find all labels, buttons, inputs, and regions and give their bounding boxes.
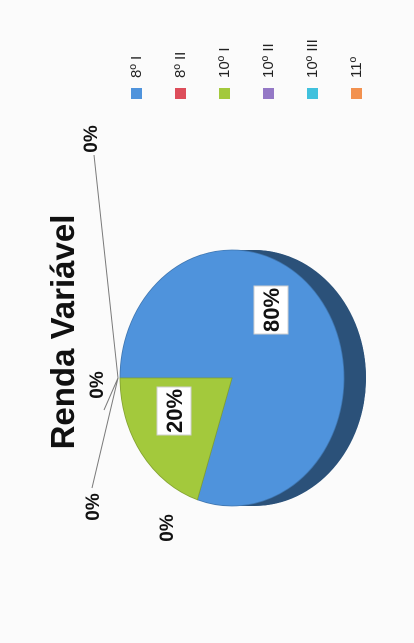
legend-item-10-iii: 10º III <box>304 39 321 99</box>
legend-item-10-ii: 10º II <box>260 43 277 99</box>
legend-swatch <box>131 88 142 99</box>
chart-title: Renda Variável <box>44 215 81 450</box>
legend-item-10-i: 10º I <box>216 48 233 99</box>
data-label-text: 0% <box>157 514 178 542</box>
data-label-8-ii: 0% <box>87 371 108 399</box>
legend-label: 10º II <box>260 43 277 78</box>
data-label-text: 0% <box>87 371 108 399</box>
legend-label: 8º II <box>172 52 189 78</box>
legend-swatch <box>351 88 362 99</box>
legend-swatch <box>175 88 186 99</box>
legend-swatch <box>263 88 274 99</box>
legend-label: 10º I <box>216 48 233 79</box>
legend-item-11: 11º <box>348 56 365 99</box>
data-label-10-i: 20% <box>156 386 192 436</box>
data-label-8-i: 80% <box>253 285 289 335</box>
legend-swatch <box>307 88 318 99</box>
data-label-10-iii: 0% <box>157 514 178 542</box>
pie-slice-10-i <box>119 377 233 501</box>
data-label-11: 0% <box>81 125 102 153</box>
data-label-text: 20% <box>162 389 187 433</box>
leader-line-8-ii <box>103 377 119 411</box>
data-label-10-ii: 0% <box>83 493 104 521</box>
chart-legend: 8º I 8º II 10º I 10º II 10º III 11º <box>128 39 365 99</box>
legend-item-8-i: 8º I <box>128 56 145 99</box>
pie-data-labels: 80% 20% 0% 0% 0% 0% <box>81 125 289 542</box>
legend-label: 10º III <box>304 39 321 78</box>
legend-label: 11º <box>348 56 365 78</box>
leader-line-10-ii <box>91 377 119 489</box>
data-label-text: 0% <box>83 493 104 521</box>
legend-label: 8º I <box>128 56 145 78</box>
legend-item-8-ii: 8º II <box>172 52 189 99</box>
pie-slices <box>119 249 345 507</box>
legend-swatch <box>219 88 230 99</box>
data-label-text: 80% <box>259 288 284 332</box>
data-label-text: 0% <box>81 125 102 153</box>
pie-leader-lines <box>91 154 119 489</box>
leader-line-11 <box>93 154 119 379</box>
